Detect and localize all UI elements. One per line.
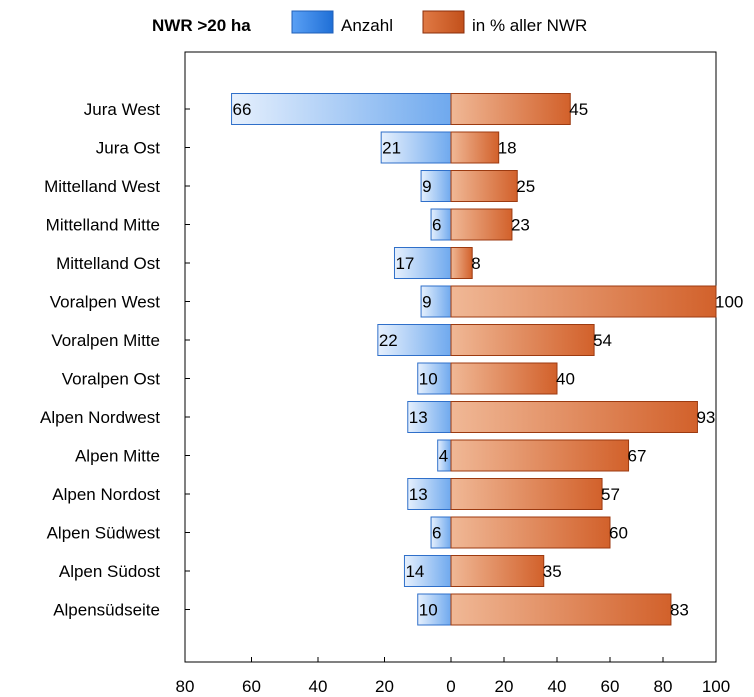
category-label-voralpen-west: Voralpen West: [50, 293, 161, 312]
data-label-anzahl-alpen-mitte: 4: [439, 447, 448, 466]
bar-prozent-alpen-nordwest: [450, 401, 698, 433]
category-label-alpen-s-dost: Alpen Südost: [59, 562, 160, 581]
data-label-anzahl-alpen-nordwest: 13: [409, 408, 428, 427]
legend-swatch-prozent: [422, 10, 465, 34]
data-label-anzahl-alpen-nordost: 13: [409, 485, 428, 504]
category-label-mittelland-mitte: Mittelland Mitte: [46, 216, 160, 235]
bar-anzahl-voralpen-ost: [417, 362, 452, 395]
data-label-anzahl-jura-ost: 21: [382, 139, 401, 158]
x-tick-label: 100: [702, 677, 730, 696]
data-label-prozent-mittelland-mitte: 23: [511, 216, 530, 235]
data-label-prozent-alpen-nordwest: 93: [696, 408, 715, 427]
x-tick-label: 20: [495, 677, 514, 696]
data-label-prozent-jura-ost: 18: [498, 139, 517, 158]
category-label-mittelland-ost: Mittelland Ost: [56, 254, 160, 273]
data-label-anzahl-mittelland-mitte: 6: [432, 216, 441, 235]
data-label-anzahl-alpen-s-dwest: 6: [432, 524, 441, 543]
legend-label-anzahl: Anzahl: [341, 16, 393, 35]
data-label-anzahl-voralpen-ost: 10: [419, 370, 438, 389]
category-label-alpen-nordost: Alpen Nordost: [52, 485, 160, 504]
bar-anzahl-voralpen-west: [420, 285, 452, 318]
category-label-jura-west: Jura West: [84, 100, 160, 119]
x-tick-label: 80: [654, 677, 673, 696]
category-label-alpen-nordwest: Alpen Nordwest: [40, 408, 160, 427]
bar-prozent-voralpen-west: [450, 285, 717, 318]
data-label-prozent-alpen-s-dwest: 60: [609, 524, 628, 543]
data-labels: 66 45 21 18 9 25 6 23 17 8 9 100 22 54 10 40 13 93 4 67 13 57…: [233, 100, 744, 620]
data-label-prozent-mittelland-ost: 8: [471, 254, 480, 273]
bar-anzahl-alpens-dseite: [417, 593, 452, 626]
x-tick-label: 20: [375, 677, 394, 696]
data-label-anzahl-voralpen-mitte: 22: [379, 331, 398, 350]
category-labels: Jura West Jura Ost Mittelland West Mittella…: [40, 100, 160, 620]
bar-prozent-alpens-dseite: [450, 593, 672, 626]
data-label-prozent-mittelland-west: 25: [516, 177, 535, 196]
category-label-jura-ost: Jura Ost: [96, 139, 161, 158]
category-label-alpen-mitte: Alpen Mitte: [75, 447, 160, 466]
bar-anzahl-alpen-nordost: [407, 478, 452, 510]
data-label-anzahl-mittelland-ost: 17: [395, 254, 414, 273]
data-label-prozent-jura-west: 45: [569, 100, 588, 119]
legend-title: NWR >20 ha: [152, 16, 251, 35]
data-label-anzahl-mittelland-west: 9: [422, 177, 431, 196]
category-label-alpen-s-dwest: Alpen Südwest: [47, 524, 161, 543]
data-label-anzahl-voralpen-west: 9: [422, 293, 431, 312]
x-tick-label: 60: [601, 677, 620, 696]
x-axis: 80 60 40 20 0 20 40 60 80 100: [176, 108, 730, 696]
bar-prozent-mittelland-ost: [450, 247, 473, 279]
bar-anzahl-alpen-nordwest: [407, 401, 452, 433]
category-label-mittelland-west: Mittelland West: [44, 177, 160, 196]
bar-anzahl-jura-ost: [380, 131, 452, 164]
data-label-prozent-voralpen-mitte: 54: [593, 331, 612, 350]
bar-prozent-mittelland-west: [450, 170, 518, 202]
data-label-anzahl-alpens-dseite: 10: [419, 601, 438, 620]
x-tick-label: 40: [548, 677, 567, 696]
x-tick-label: 80: [176, 677, 195, 696]
bar-anzahl-jura-west: [231, 93, 452, 125]
bar-prozent-alpen-mitte: [450, 439, 630, 472]
bar-anzahl-voralpen-mitte: [377, 324, 452, 356]
category-label-voralpen-mitte: Voralpen Mitte: [51, 331, 160, 350]
x-tick-label: 60: [242, 677, 261, 696]
data-label-prozent-voralpen-ost: 40: [556, 370, 575, 389]
bar-prozent-jura-west: [450, 93, 571, 125]
bar-prozent-alpen-s-dwest: [450, 516, 611, 549]
data-label-prozent-alpen-s-dost: 35: [543, 562, 562, 581]
legend-label-prozent: in % aller NWR: [472, 16, 587, 35]
category-label-voralpen-ost: Voralpen Ost: [62, 370, 161, 389]
bar-prozent-alpen-nordost: [450, 478, 603, 510]
data-label-prozent-alpen-mitte: 67: [628, 447, 647, 466]
x-tick-label: 40: [309, 677, 328, 696]
data-label-prozent-alpens-dseite: 83: [670, 601, 689, 620]
data-label-prozent-voralpen-west: 100: [715, 293, 743, 312]
bar-prozent-voralpen-ost: [450, 362, 558, 395]
data-label-prozent-alpen-nordost: 57: [601, 485, 620, 504]
bar-prozent-alpen-s-dost: [450, 555, 545, 587]
bar-anzahl-mittelland-west: [420, 170, 452, 202]
bar-prozent-voralpen-mitte: [450, 324, 595, 356]
x-tick-label: 0: [446, 677, 455, 696]
category-label-alpens-dseite: Alpensüdseite: [53, 601, 160, 620]
bars-group: [231, 93, 717, 626]
data-label-anzahl-jura-west: 66: [233, 100, 252, 119]
legend-swatch-anzahl: [291, 10, 334, 34]
bar-prozent-mittelland-mitte: [450, 208, 513, 241]
data-label-anzahl-alpen-s-dost: 14: [405, 562, 424, 581]
legend: NWR >20 ha Anzahl in % aller NWR: [152, 10, 587, 35]
bar-anzahl-alpen-s-dost: [403, 555, 452, 587]
bar-prozent-jura-ost: [450, 131, 500, 164]
